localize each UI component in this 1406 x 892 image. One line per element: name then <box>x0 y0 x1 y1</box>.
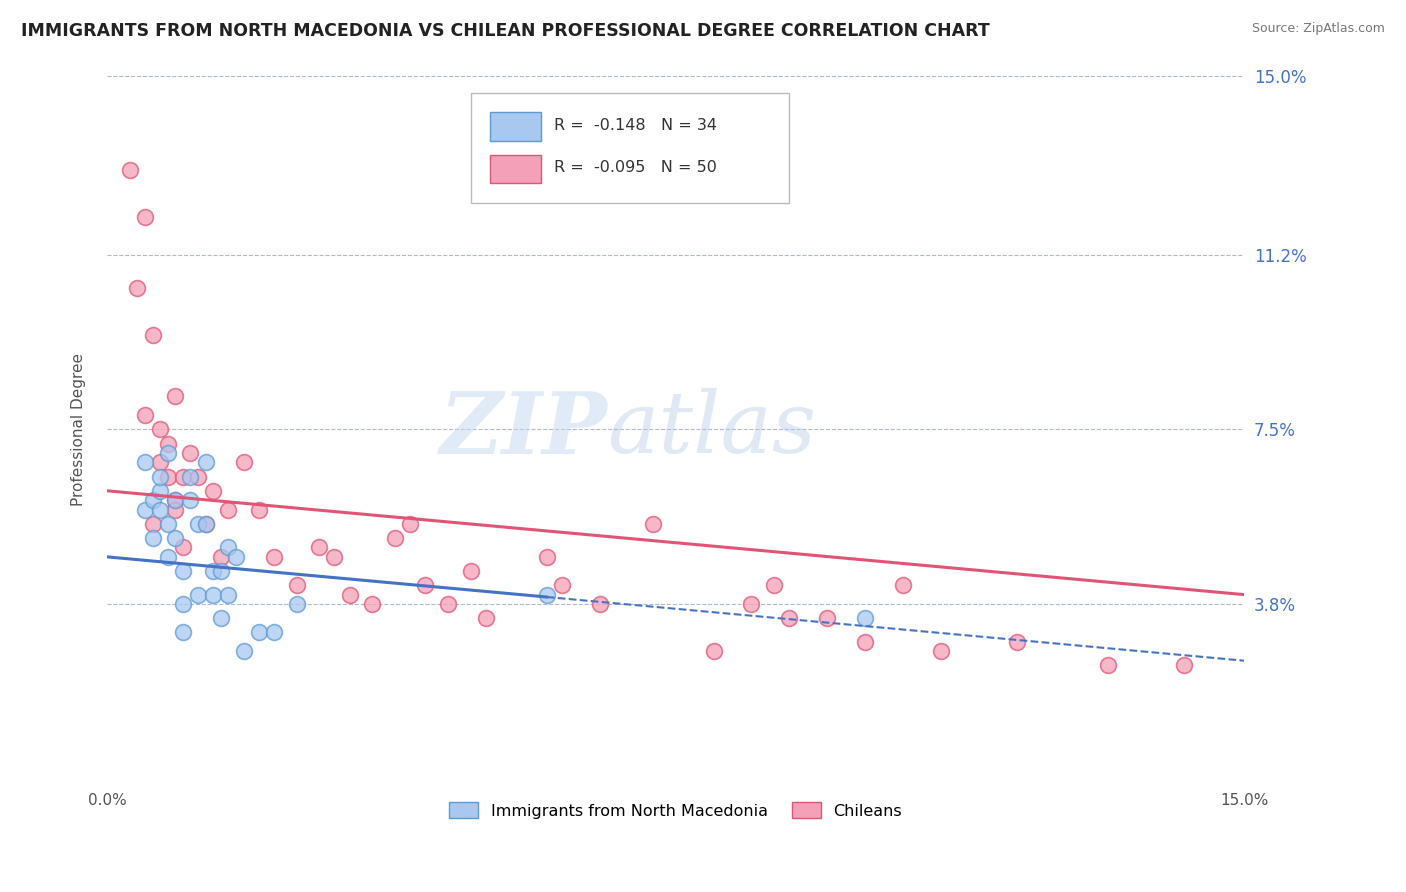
Point <box>165 493 187 508</box>
Point <box>285 578 308 592</box>
Point <box>194 516 217 531</box>
Point <box>149 502 172 516</box>
Point <box>778 611 800 625</box>
Point <box>285 597 308 611</box>
Point <box>1005 635 1028 649</box>
Point <box>1097 658 1119 673</box>
Point <box>187 588 209 602</box>
Point <box>929 644 952 658</box>
Point <box>149 455 172 469</box>
Point <box>142 531 165 545</box>
Point <box>551 578 574 592</box>
FancyBboxPatch shape <box>471 94 789 203</box>
Point <box>134 409 156 423</box>
Point <box>891 578 914 592</box>
Point <box>536 549 558 564</box>
Point <box>217 588 239 602</box>
Point <box>475 611 498 625</box>
Point <box>202 564 225 578</box>
Point <box>149 483 172 498</box>
Point <box>134 455 156 469</box>
Point <box>194 455 217 469</box>
Point <box>217 541 239 555</box>
Point <box>172 564 194 578</box>
Point <box>156 446 179 460</box>
Text: R =  -0.095   N = 50: R = -0.095 N = 50 <box>554 160 717 175</box>
Point <box>589 597 612 611</box>
Point <box>149 422 172 436</box>
Point <box>460 564 482 578</box>
Point <box>209 564 232 578</box>
Point <box>1173 658 1195 673</box>
Point <box>225 549 247 564</box>
Point <box>308 541 330 555</box>
Point <box>399 516 422 531</box>
Point <box>263 549 285 564</box>
Point <box>853 611 876 625</box>
Point <box>165 493 187 508</box>
Point <box>156 516 179 531</box>
Point <box>323 549 346 564</box>
Point <box>156 469 179 483</box>
Point <box>194 516 217 531</box>
Point <box>179 493 201 508</box>
Text: R =  -0.148   N = 34: R = -0.148 N = 34 <box>554 118 717 133</box>
Point <box>134 502 156 516</box>
Point <box>202 588 225 602</box>
Point <box>142 516 165 531</box>
Point <box>763 578 786 592</box>
Point <box>142 328 165 343</box>
Point <box>232 455 254 469</box>
Point <box>361 597 384 611</box>
Point <box>339 588 361 602</box>
Point <box>247 625 270 640</box>
Point <box>134 210 156 224</box>
Point <box>263 625 285 640</box>
Point <box>232 644 254 658</box>
Point <box>415 578 437 592</box>
Point <box>118 162 141 177</box>
Text: IMMIGRANTS FROM NORTH MACEDONIA VS CHILEAN PROFESSIONAL DEGREE CORRELATION CHART: IMMIGRANTS FROM NORTH MACEDONIA VS CHILE… <box>21 22 990 40</box>
Point <box>437 597 460 611</box>
Point <box>536 588 558 602</box>
Bar <box>491 155 541 183</box>
Text: atlas: atlas <box>607 388 817 471</box>
Point <box>209 611 232 625</box>
Point <box>853 635 876 649</box>
Point <box>187 469 209 483</box>
Point <box>127 281 149 295</box>
Point <box>815 611 838 625</box>
Point <box>165 531 187 545</box>
Point <box>209 549 232 564</box>
Point <box>202 483 225 498</box>
Point <box>384 531 406 545</box>
Bar <box>491 112 541 141</box>
Point <box>187 516 209 531</box>
Point <box>165 389 187 403</box>
Point <box>641 516 664 531</box>
Point <box>172 625 194 640</box>
Point <box>156 549 179 564</box>
Legend: Immigrants from North Macedonia, Chileans: Immigrants from North Macedonia, Chilean… <box>443 796 908 825</box>
Point <box>156 436 179 450</box>
Y-axis label: Professional Degree: Professional Degree <box>72 353 86 506</box>
Text: Source: ZipAtlas.com: Source: ZipAtlas.com <box>1251 22 1385 36</box>
Point <box>702 644 724 658</box>
Point <box>149 469 172 483</box>
Point <box>165 502 187 516</box>
Point <box>172 469 194 483</box>
Text: ZIP: ZIP <box>440 388 607 471</box>
Point <box>247 502 270 516</box>
Point <box>172 541 194 555</box>
Point <box>179 446 201 460</box>
Point <box>217 502 239 516</box>
Point <box>740 597 762 611</box>
Point <box>172 597 194 611</box>
Point <box>179 469 201 483</box>
Point <box>142 493 165 508</box>
